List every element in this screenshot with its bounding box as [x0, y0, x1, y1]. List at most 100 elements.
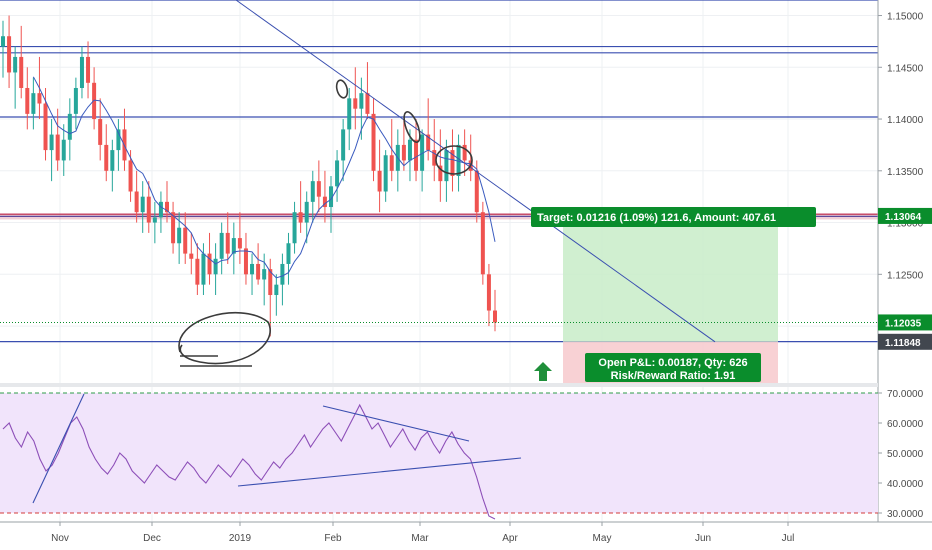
- candle-body: [371, 113, 376, 171]
- rsi-tick-label: 40.0000: [887, 479, 924, 490]
- candle-body: [7, 36, 12, 73]
- price-badge-label: 1.13064: [885, 212, 922, 223]
- candle-body: [25, 87, 30, 114]
- candle-body: [31, 93, 36, 114]
- candle-body: [474, 170, 479, 213]
- rsi-pane[interactable]: 70.0000 60.0000 50.0000 40.0000 30.0000: [0, 389, 924, 520]
- annotation-oval: [435, 145, 473, 175]
- price-tick-label: 1.14000: [887, 115, 924, 126]
- candle-body: [341, 129, 346, 161]
- candle-body: [195, 258, 200, 285]
- price-badge-label: 1.12035: [885, 318, 922, 329]
- rsi-trend-line: [322, 405, 470, 442]
- candle-body: [456, 144, 461, 176]
- candle-body: [104, 144, 109, 171]
- pane-separator: [0, 383, 878, 387]
- hand-drawn-annotations[interactable]: [178, 79, 473, 367]
- time-tick-label: Mar: [411, 533, 429, 544]
- time-tick-label: Jun: [695, 533, 711, 544]
- time-tick-label: Jul: [782, 533, 795, 544]
- profit-zone: [563, 215, 778, 342]
- candle-body: [43, 103, 48, 151]
- price-badge: [878, 314, 932, 331]
- candle-body: [152, 217, 157, 223]
- time-tick-label: Feb: [324, 533, 342, 544]
- candle-body: [49, 134, 54, 151]
- pnl-label-box: [585, 353, 761, 382]
- rsi-trend-line: [237, 457, 522, 487]
- price-axis[interactable]: 1.15000 1.14500 1.14000 1.13500 1.13000 1.125…: [0, 0, 932, 522]
- candle-body: [79, 56, 84, 88]
- price-tick-label: 1.15000: [887, 12, 924, 23]
- candle-body: [377, 170, 382, 192]
- candle-body: [304, 201, 309, 223]
- candle-body: [219, 232, 224, 259]
- candle-body: [426, 134, 431, 151]
- candle-body: [420, 134, 425, 171]
- candle-body: [353, 98, 358, 109]
- time-tick-label: Dec: [143, 533, 161, 544]
- candle-body: [280, 263, 285, 285]
- candle-body: [86, 56, 91, 83]
- candle-body: [213, 258, 218, 275]
- candle-body: [140, 196, 145, 213]
- candle-body: [298, 212, 303, 223]
- candle-body: [73, 87, 78, 114]
- candle-body: [165, 201, 169, 213]
- resistance-band: [0, 213, 878, 220]
- price-tick-label: 1.13000: [887, 219, 924, 230]
- candle-body: [55, 134, 60, 161]
- candle-body: [158, 201, 163, 218]
- candle-body: [389, 155, 394, 171]
- candle-body: [98, 119, 103, 145]
- target-label-text: Target: 0.01216 (1.09%) 121.6, Amount: 4…: [537, 212, 776, 224]
- rsi-tick-label: 70.0000: [887, 389, 924, 400]
- candle-body: [116, 129, 121, 151]
- candle-body: [407, 139, 412, 161]
- candle-body: [37, 93, 42, 104]
- pnl-label-text: Open P&L: 0.00187, Qty: 626: [598, 357, 747, 369]
- candle-body: [225, 232, 230, 254]
- candle-body: [183, 227, 188, 254]
- annotation-oval: [335, 79, 349, 99]
- candle-body: [329, 186, 333, 208]
- candle-body: [292, 212, 297, 244]
- target-label: Target: 0.01216 (1.09%) 121.6, Amount: 4…: [531, 207, 816, 227]
- candle-body: [493, 310, 497, 323]
- price-pane[interactable]: Target: 0.01216 (1.09%) 121.6, Amount: 4…: [0, 0, 878, 522]
- price-tick-label: 1.14500: [887, 63, 924, 74]
- trend-line[interactable]: [235, 0, 716, 343]
- candle-body: [207, 253, 212, 275]
- candle-body: [383, 155, 388, 192]
- candle-body: [177, 227, 182, 244]
- candle-body: [359, 93, 364, 109]
- candle-body: [365, 93, 370, 114]
- candle-body: [1, 36, 5, 47]
- candle-body: [444, 150, 449, 182]
- rsi-tick-label: 50.0000: [887, 449, 924, 460]
- time-axis[interactable]: Nov Dec 2019 Feb Mar Apr May Jun Jul: [0, 521, 932, 544]
- candle-body: [286, 243, 291, 264]
- candle-body: [486, 274, 491, 311]
- ratio-label-text: Risk/Reward Ratio: 1.91: [611, 370, 736, 382]
- time-tick-label: Apr: [502, 533, 518, 544]
- candle-body: [480, 212, 485, 275]
- price-axis-bg: [878, 0, 932, 522]
- candle-body: [110, 150, 115, 171]
- candle-body: [146, 196, 151, 223]
- annotation-oval: [403, 111, 421, 143]
- candle-body: [201, 253, 206, 285]
- arrow-up-icon[interactable]: [534, 362, 552, 381]
- price-badge: [878, 333, 932, 350]
- moving-average-line: [32, 76, 496, 279]
- candle-body: [432, 150, 437, 166]
- candle-body: [13, 56, 18, 73]
- candle-body: [268, 269, 273, 296]
- candle-body: [310, 181, 315, 202]
- rsi-tick-label: 60.0000: [887, 419, 924, 430]
- price-badge-label: 1.11848: [885, 338, 921, 349]
- candle-body: [335, 160, 340, 187]
- candle-body: [274, 284, 279, 296]
- candle-body: [414, 139, 419, 171]
